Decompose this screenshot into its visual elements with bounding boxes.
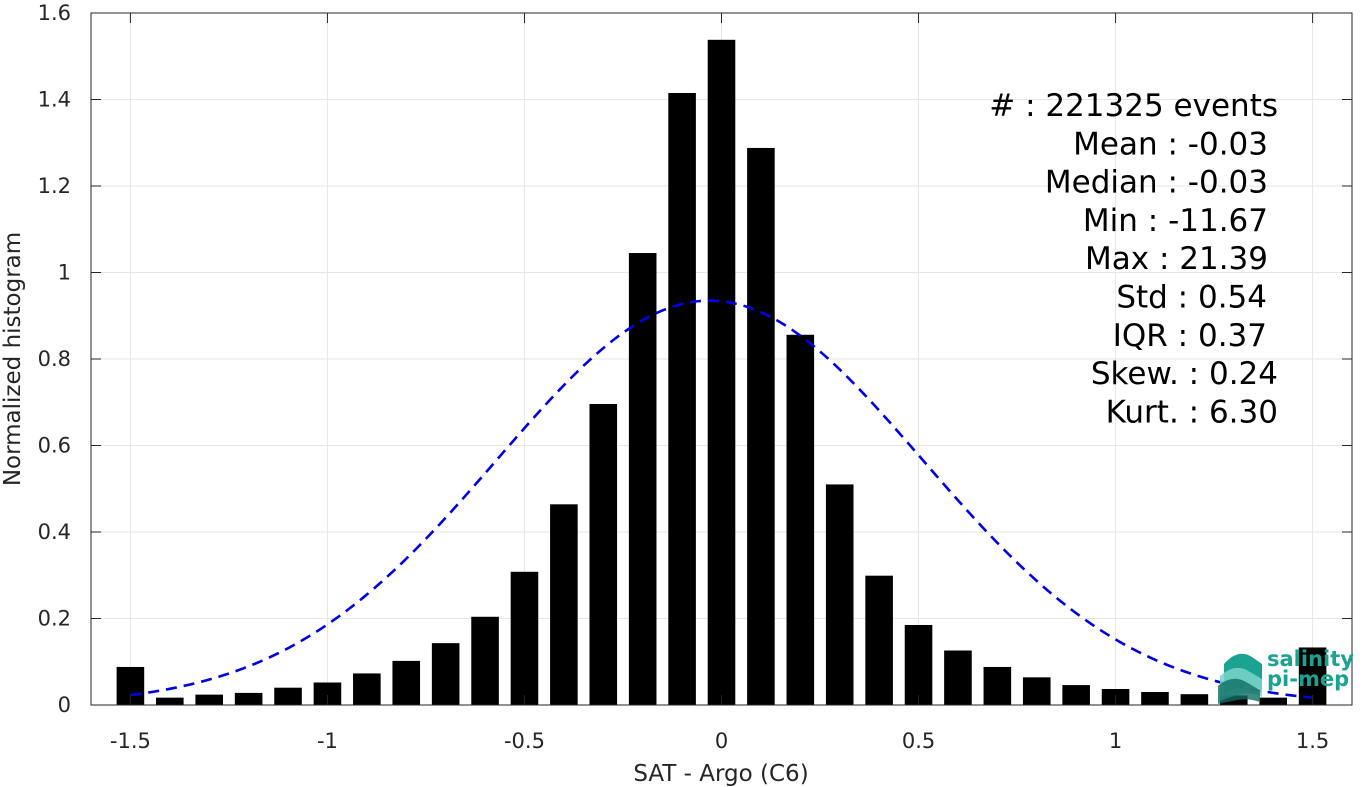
x-tick-label: 0 <box>715 729 728 753</box>
stat-line: # : 221325 events <box>989 88 1278 124</box>
histogram-bar <box>431 643 460 705</box>
gaussian-fit-curve <box>130 299 1313 699</box>
x-tick-label: 0.5 <box>902 729 935 753</box>
stat-line: IQR : 0.37 <box>1113 318 1267 354</box>
histogram-bar <box>195 694 224 705</box>
histogram-bar <box>510 571 539 705</box>
histogram-bar <box>668 93 696 705</box>
stat-line: Min : -11.67 <box>1083 203 1268 239</box>
histogram-bar <box>471 616 499 705</box>
histogram-bar <box>628 253 657 705</box>
bars <box>116 39 1327 705</box>
wave-logo-icon <box>1218 653 1262 704</box>
histogram-bar <box>865 575 893 705</box>
histogram-bar <box>156 697 184 705</box>
y-tick-label: 1.6 <box>38 1 71 25</box>
histogram-bar <box>983 666 1012 705</box>
x-axis-label: SAT - Argo (C6) <box>633 761 808 787</box>
x-tick-label: -0.5 <box>504 729 545 753</box>
y-tick-label: 0.4 <box>38 520 71 544</box>
histogram-bar <box>1141 692 1169 705</box>
y-tick-label: 0 <box>58 693 71 717</box>
logo-text-line2: pi-mep <box>1267 667 1349 691</box>
y-tick-label: 1 <box>58 261 71 285</box>
histogram-bar <box>707 39 736 705</box>
histogram-bar <box>313 682 342 705</box>
histogram-bar <box>1062 685 1090 705</box>
stat-line: Max : 21.39 <box>1085 241 1268 277</box>
y-tick-label: 1.4 <box>38 88 71 112</box>
stat-line: Kurt. : 6.30 <box>1106 394 1278 430</box>
x-tick-label: -1 <box>317 729 338 753</box>
y-tick-label: 0.8 <box>38 347 71 371</box>
x-tick-label: 1.5 <box>1296 729 1329 753</box>
histogram-bar <box>825 484 854 705</box>
y-axis-label: Normalized histogram <box>0 232 26 486</box>
y-tick-label: 0.2 <box>38 607 71 631</box>
y-tick-label: 0.6 <box>38 434 71 458</box>
histogram-bar <box>944 650 972 705</box>
logo-text-line1: salinity <box>1267 647 1354 671</box>
stat-line: Skew. : 0.24 <box>1091 356 1278 392</box>
stat-line: Std : 0.54 <box>1116 280 1267 316</box>
histogram-bar <box>786 334 815 705</box>
histogram-bar <box>1259 697 1287 705</box>
x-tick-label: 1 <box>1109 729 1122 753</box>
salinity-pimep-logo: salinity pi-mep <box>1218 647 1354 704</box>
histogram-bar <box>234 692 263 705</box>
axis-ticks: -1.5 -1 -0.5 0 0.5 1 1.5 0 0.2 0.4 0.6 0.8 1 1.2 1.4 1.… <box>38 1 1352 753</box>
histogram-bar <box>274 687 302 705</box>
histogram-bar <box>550 504 578 705</box>
y-tick-label: 1.2 <box>38 174 71 198</box>
stat-line: Median : -0.03 <box>1045 165 1268 201</box>
histogram-bar <box>392 660 421 705</box>
histogram-bar <box>589 403 618 705</box>
x-tick-label: -1.5 <box>110 729 151 753</box>
histogram-bar <box>1022 677 1051 705</box>
histogram-bar <box>1180 694 1209 705</box>
histogram-bar <box>904 624 933 705</box>
stat-line: Mean : -0.03 <box>1073 126 1268 162</box>
histogram-bar <box>353 673 381 705</box>
histogram-bar <box>747 147 775 705</box>
